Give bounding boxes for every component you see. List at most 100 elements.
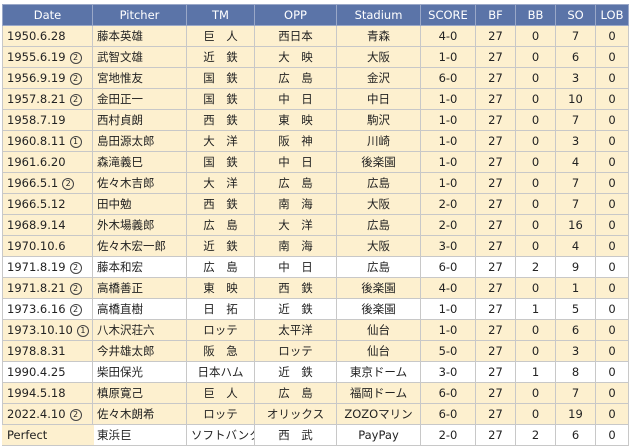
date-text: 1970.10.6: [7, 239, 66, 253]
date-text: 2022.4.10: [7, 407, 66, 421]
cell-score: 1-0: [420, 46, 476, 68]
cell-batters-faced: 27: [475, 193, 516, 215]
cell-strikeouts: 7: [555, 25, 596, 47]
cell-walks: 0: [515, 403, 556, 425]
header-score[interactable]: SCORE: [420, 4, 476, 26]
circled-number-marker: 1: [69, 136, 82, 148]
cell-pitcher: 藤本和宏: [92, 256, 187, 278]
cell-pitcher: 西村貞朗: [92, 109, 187, 131]
cell-score: 1-0: [420, 298, 476, 320]
cell-pitcher: 佐々木宏一郎: [92, 235, 187, 257]
table-row: 1973.10.10 1 八木沢荘六 ロッテ 太平洋 仙台 1-0 27 0 6 0: [2, 319, 629, 341]
cell-team: ロッテ: [186, 403, 255, 425]
circled-number-marker: 2: [69, 73, 82, 85]
cell-date: 1958.7.19: [2, 109, 93, 131]
cell-left-on-base: 0: [595, 256, 629, 278]
cell-strikeouts: 6: [555, 46, 596, 68]
cell-score: 1-0: [420, 319, 476, 341]
table-row: 1950.6.28 藤本英雄巨 人西日本 青森 4-0 27 0 7 0: [2, 25, 629, 47]
cell-batters-faced: 27: [475, 277, 516, 299]
cell-strikeouts: 10: [555, 88, 596, 110]
cell-left-on-base: 0: [595, 67, 629, 89]
cell-batters-faced: 27: [475, 172, 516, 194]
cell-pitcher: 佐々木吉郎: [92, 172, 187, 194]
date-text: 1978.8.31: [7, 344, 66, 358]
cell-opponent: ロッテ: [254, 340, 337, 362]
cell-strikeouts: 7: [555, 193, 596, 215]
cell-stadium: 仙台: [336, 340, 421, 362]
cell-walks: 0: [515, 109, 556, 131]
cell-stadium: 広島: [336, 256, 421, 278]
cell-left-on-base: 0: [595, 25, 629, 47]
cell-stadium: 後楽園: [336, 151, 421, 173]
cell-stadium: 大阪: [336, 193, 421, 215]
cell-walks: 0: [515, 235, 556, 257]
cell-date: 1971.8.19 2: [2, 256, 93, 278]
cell-walks: 1: [515, 361, 556, 383]
cell-walks: 0: [515, 46, 556, 68]
cell-team: 近 鉄: [186, 235, 255, 257]
date-text: 1971.8.19: [7, 260, 66, 274]
cell-score: 2-0: [420, 214, 476, 236]
header-left-on-base[interactable]: LOB: [595, 4, 629, 26]
circled-number-marker: 2: [69, 409, 82, 421]
circled-number-marker: 2: [69, 52, 82, 64]
header-strikeouts[interactable]: SO: [555, 4, 596, 26]
cell-pitcher: 藤本英雄: [92, 25, 187, 47]
cell-left-on-base: 0: [595, 130, 629, 152]
header-team[interactable]: TM: [186, 4, 255, 26]
cell-stadium: 金沢: [336, 67, 421, 89]
cell-stadium: 駒沢: [336, 109, 421, 131]
table-row: 1971.8.19 2 藤本和宏広 島中 日広島 6-0 27 2 9 0: [2, 256, 629, 278]
date-text: 1956.9.19: [7, 71, 66, 85]
table-row: 1973.6.16 2 高橋直樹日 拓近 鉄後楽園 1-0 27 1 5 0: [2, 298, 629, 320]
header-pitcher[interactable]: Pitcher: [92, 4, 187, 26]
header-row: Date Pitcher TM OPP Stadium SCORE BF BB …: [2, 4, 629, 26]
cell-opponent: 西日本: [254, 25, 337, 47]
cell-team: 国 鉄: [186, 151, 255, 173]
cell-batters-faced: 27: [475, 256, 516, 278]
header-batters-faced[interactable]: BF: [475, 4, 516, 26]
cell-score: 6-0: [420, 382, 476, 404]
cell-team: 日 拓: [186, 298, 255, 320]
cell-opponent: 阪 神: [254, 130, 337, 152]
cell-walks: 1: [515, 298, 556, 320]
header-stadium[interactable]: Stadium: [336, 4, 421, 26]
date-text: 1960.8.11: [7, 134, 66, 148]
cell-score: 4-0: [420, 277, 476, 299]
cell-pitcher: 高橋善正: [92, 277, 187, 299]
cell-date: 1957.8.21 2: [2, 88, 93, 110]
cell-team: 巨 人: [186, 382, 255, 404]
cell-left-on-base: 0: [595, 382, 629, 404]
cell-pitcher: 島田源太郎: [92, 130, 187, 152]
cell-pitcher: 今井雄太郎: [92, 340, 187, 362]
circled-number-marker: 2: [69, 262, 82, 274]
cell-batters-faced: 27: [475, 109, 516, 131]
cell-left-on-base: 0: [595, 172, 629, 194]
cell-walks: 0: [515, 193, 556, 215]
header-walks[interactable]: BB: [515, 4, 556, 26]
cell-walks: 2: [515, 424, 556, 446]
date-text: 1950.6.28: [7, 29, 66, 43]
cell-strikeouts: 19: [555, 403, 596, 425]
cell-left-on-base: 0: [595, 109, 629, 131]
cell-left-on-base: 0: [595, 235, 629, 257]
cell-stadium: 中日: [336, 88, 421, 110]
cell-date: 1994.5.18: [2, 382, 93, 404]
cell-stadium: 福岡ドーム: [336, 382, 421, 404]
header-date[interactable]: Date: [2, 4, 93, 26]
cell-score: 6-0: [420, 67, 476, 89]
cell-team: 阪 急: [186, 340, 255, 362]
cell-date: 1971.8.21 2: [2, 277, 93, 299]
date-text: 1957.8.21: [7, 92, 66, 106]
cell-opponent: 東 映: [254, 109, 337, 131]
header-opponent[interactable]: OPP: [254, 4, 337, 26]
cell-stadium: PayPay: [336, 424, 421, 446]
cell-opponent: 中 日: [254, 88, 337, 110]
cell-batters-faced: 27: [475, 424, 516, 446]
cell-strikeouts: 4: [555, 235, 596, 257]
table-row: 1966.5.12 田中勉西 鉄南 海大阪 2-0 27 0 7 0: [2, 193, 629, 215]
cell-opponent: 近 鉄: [254, 298, 337, 320]
cell-opponent: 広 島: [254, 172, 337, 194]
cell-batters-faced: 27: [475, 25, 516, 47]
